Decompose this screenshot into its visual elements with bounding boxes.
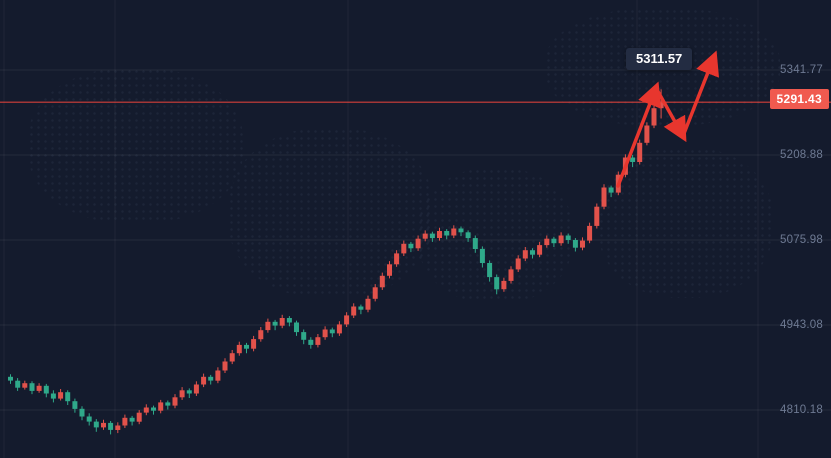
- current-price-badge: 5291.43: [769, 89, 829, 109]
- price-tick-label: 5341.77: [780, 64, 823, 76]
- price-tick-label: 5208.88: [780, 148, 823, 161]
- price-tick-label: 4810.18: [780, 403, 823, 416]
- high-price-label: 5311.57: [626, 48, 693, 70]
- price-tick-label: 5075.98: [780, 233, 823, 246]
- price-tick-label: 4943.08: [780, 318, 823, 331]
